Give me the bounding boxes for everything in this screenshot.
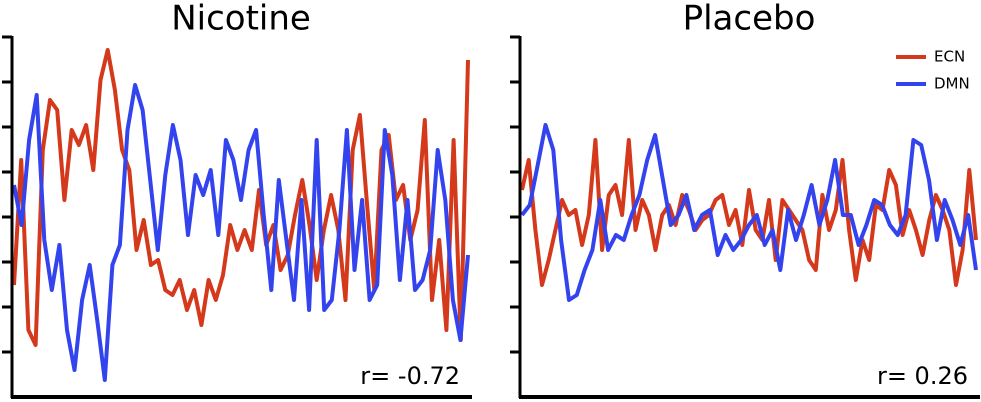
series-line — [520, 123, 978, 302]
series-line — [520, 138, 978, 287]
annotation: r= 0.26 — [877, 362, 968, 390]
legend-label: DMN — [934, 75, 970, 93]
series-line — [12, 83, 470, 382]
legend-label: ECN — [934, 48, 965, 66]
annotation: r= -0.72 — [360, 362, 460, 390]
chart-title: Nicotine — [171, 0, 311, 39]
chart-title: Placebo — [683, 0, 816, 39]
